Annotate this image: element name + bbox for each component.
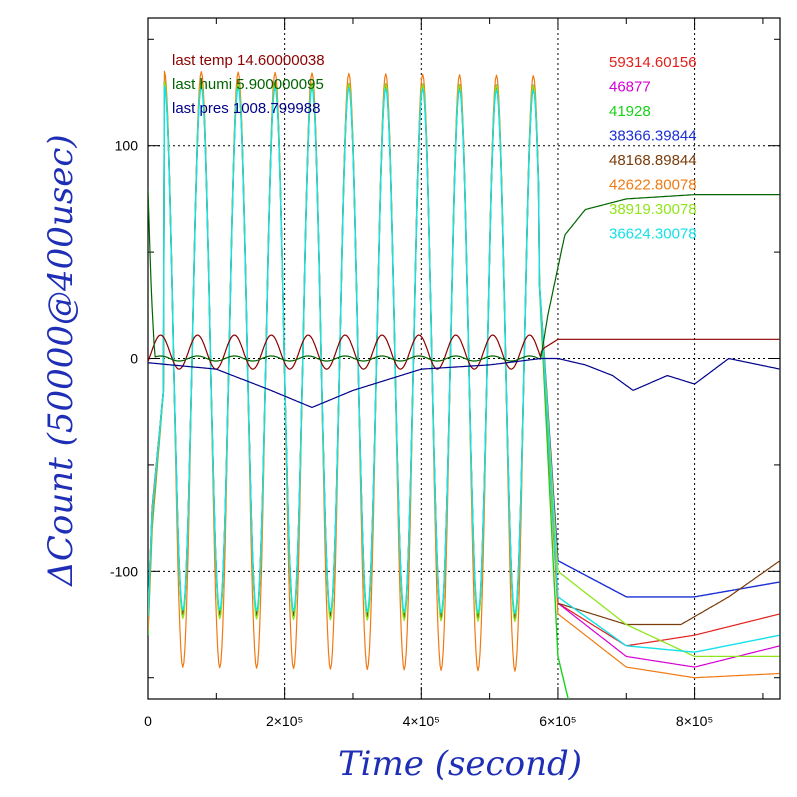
axis-ticks (147, 18, 780, 699)
y-tick-label: 100 (115, 138, 139, 154)
legend-entry: 42622.80078 (609, 177, 697, 194)
series-line (148, 189, 780, 362)
x-tick-label: 4×10⁵ (403, 713, 440, 729)
x-tick-label: 6×10⁵ (539, 713, 576, 729)
annotation-text: last pres 1008.799988 (172, 100, 320, 117)
series-line (148, 85, 780, 653)
legend-entry: 59314.60156 (609, 54, 697, 71)
x-tick-label: 8×10⁵ (676, 713, 713, 729)
y-tick-label: 0 (130, 351, 138, 367)
series-group (148, 70, 780, 699)
legend-entry: 38919.30078 (609, 201, 697, 218)
annotation-text: last temp 14.60000038 (172, 52, 325, 69)
series-line (148, 334, 780, 370)
legend: 59314.60156 46877 41928 38366.39844 48168.89… (609, 54, 697, 243)
legend-entry: 41928 (609, 103, 651, 120)
series-line (148, 357, 780, 408)
x-tick-label: 0 (144, 713, 152, 729)
x-axis-label: Time (second) (338, 744, 582, 784)
y-tick-label: -100 (110, 563, 138, 579)
x-tick-label: 2×10⁵ (266, 713, 303, 729)
legend-entry: 46877 (609, 79, 651, 96)
y-axis-label: ΔCount (50000@400usec) (41, 134, 81, 587)
legend-entry: 48168.89844 (609, 152, 697, 169)
annotation-text: last humi 5.900000095 (172, 76, 324, 93)
tick-labels: 0 2×10⁵ 4×10⁵ 6×10⁵ 8×10⁵ 100 0 -100 (110, 138, 713, 729)
annotations: last temp 14.60000038 last humi 5.9000000… (172, 52, 325, 117)
legend-entry: 38366.39844 (609, 128, 697, 145)
legend-entry: 36624.30078 (609, 226, 697, 243)
